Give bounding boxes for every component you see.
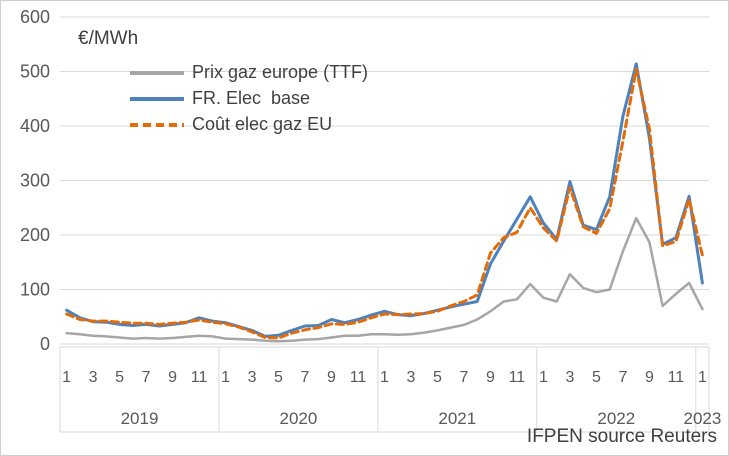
source-note: IFPEN source Reuters [526,426,717,447]
svg-text:500: 500 [20,62,50,82]
svg-text:2022: 2022 [597,409,635,428]
legend-item-gas-elec-cost: Coût elec gaz EU [129,114,368,135]
svg-text:5: 5 [433,369,442,386]
y-axis-unit-label: €/MWh [78,28,139,49]
svg-text:11: 11 [350,369,367,386]
svg-text:300: 300 [20,171,50,191]
legend-label-gas-elec-cost: Coût elec gaz EU [192,114,333,134]
svg-text:3: 3 [407,369,416,386]
svg-text:600: 600 [20,7,50,27]
series-dashed-line [65,67,704,340]
svg-text:1: 1 [221,369,230,386]
svg-text:11: 11 [191,369,208,386]
legend-label-fr-elec: FR. Elec base [192,88,311,108]
gridlines-and-yticks: 0 100 200 300 400 500 600 [20,7,709,354]
svg-text:3: 3 [565,369,574,386]
legend-item-fr-elec: FR. Elec base [129,88,368,109]
gray-line-swatch-icon [130,70,184,75]
svg-text:3: 3 [89,369,98,386]
svg-text:5: 5 [274,369,283,386]
svg-text:7: 7 [460,369,469,386]
blue-line-swatch-icon [130,96,184,101]
svg-text:2021: 2021 [438,409,476,428]
series-lines [65,62,704,343]
svg-text:1: 1 [539,369,548,386]
svg-text:11: 11 [509,369,526,386]
svg-text:5: 5 [592,369,601,386]
svg-text:7: 7 [301,369,310,386]
legend-item-gas-price: Prix gaz europe (TTF) [129,62,368,83]
svg-text:0: 0 [40,334,50,354]
svg-text:9: 9 [645,369,654,386]
svg-text:9: 9 [168,369,177,386]
chart-legend: Prix gaz europe (TTF) FR. Elec base Coût… [129,62,368,135]
svg-text:9: 9 [486,369,495,386]
legend-label-gas-price: Prix gaz europe (TTF) [192,62,369,82]
svg-text:11: 11 [668,369,685,386]
svg-text:400: 400 [20,116,50,136]
svg-text:1: 1 [62,369,71,386]
svg-text:1: 1 [698,369,707,386]
svg-text:7: 7 [142,369,151,386]
svg-text:2023: 2023 [683,409,721,428]
svg-text:5: 5 [115,369,124,386]
svg-text:2020: 2020 [279,409,317,428]
svg-text:9: 9 [327,369,336,386]
svg-text:1: 1 [380,369,389,386]
svg-text:7: 7 [618,369,627,386]
svg-text:200: 200 [20,225,50,245]
svg-text:3: 3 [248,369,257,386]
svg-text:100: 100 [20,280,50,300]
orange-dashed-swatch-icon [130,122,184,127]
series-solid-line [65,216,704,343]
svg-text:2019: 2019 [121,409,159,428]
